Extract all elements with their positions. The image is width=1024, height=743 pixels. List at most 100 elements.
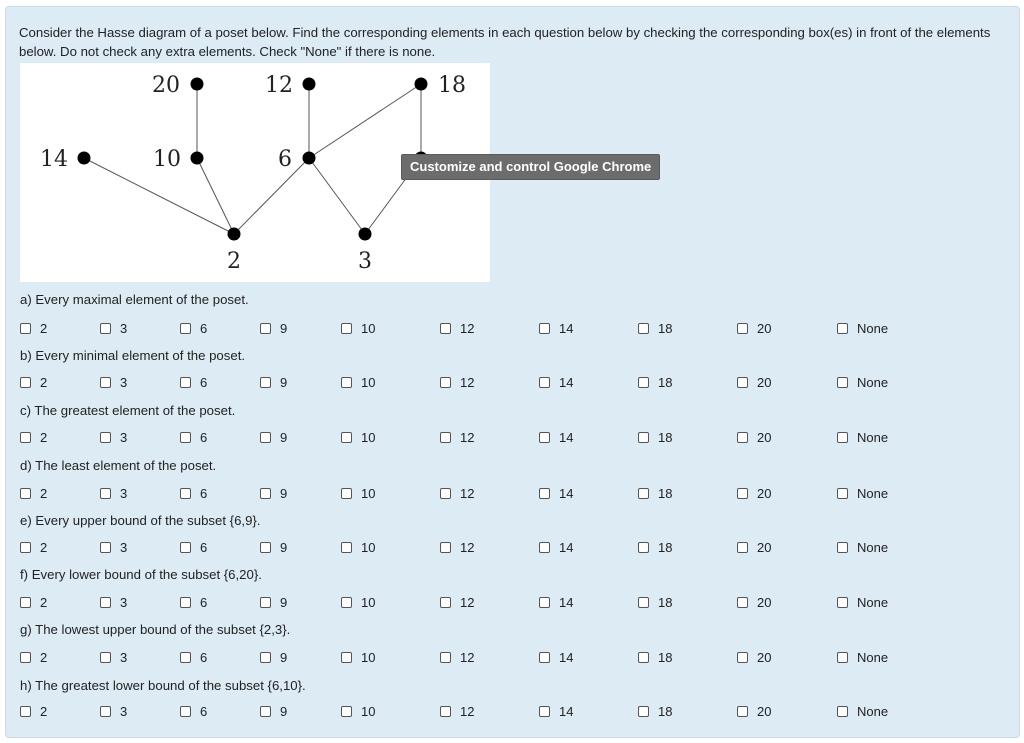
checkbox[interactable] xyxy=(539,651,550,663)
checkbox[interactable] xyxy=(20,596,31,608)
checkbox[interactable] xyxy=(20,705,31,717)
option-14[interactable]: 14 xyxy=(539,429,573,445)
option-18[interactable]: 18 xyxy=(638,374,672,390)
checkbox[interactable] xyxy=(341,322,352,334)
option-3[interactable]: 3 xyxy=(100,429,127,445)
option-2[interactable]: 2 xyxy=(20,539,47,555)
checkbox[interactable] xyxy=(539,431,550,443)
option-10[interactable]: 10 xyxy=(341,485,375,501)
option-14[interactable]: 14 xyxy=(539,320,573,336)
option-20[interactable]: 20 xyxy=(737,649,771,665)
checkbox[interactable] xyxy=(260,541,271,553)
option-14[interactable]: 14 xyxy=(539,374,573,390)
checkbox[interactable] xyxy=(638,322,649,334)
option-20[interactable]: 20 xyxy=(737,485,771,501)
checkbox[interactable] xyxy=(539,376,550,388)
option-6[interactable]: 6 xyxy=(180,429,207,445)
checkbox[interactable] xyxy=(20,651,31,663)
checkbox[interactable] xyxy=(100,651,111,663)
checkbox[interactable] xyxy=(260,651,271,663)
checkbox[interactable] xyxy=(180,487,191,499)
checkbox[interactable] xyxy=(737,376,748,388)
option-18[interactable]: 18 xyxy=(638,703,672,719)
option-2[interactable]: 2 xyxy=(20,594,47,610)
checkbox[interactable] xyxy=(260,596,271,608)
option-none[interactable]: None xyxy=(837,485,888,501)
option-12[interactable]: 12 xyxy=(440,485,474,501)
option-2[interactable]: 2 xyxy=(20,429,47,445)
option-18[interactable]: 18 xyxy=(638,485,672,501)
option-3[interactable]: 3 xyxy=(100,485,127,501)
option-6[interactable]: 6 xyxy=(180,320,207,336)
checkbox[interactable] xyxy=(837,596,848,608)
option-10[interactable]: 10 xyxy=(341,429,375,445)
option-9[interactable]: 9 xyxy=(260,539,287,555)
checkbox[interactable] xyxy=(100,376,111,388)
option-10[interactable]: 10 xyxy=(341,594,375,610)
option-2[interactable]: 2 xyxy=(20,649,47,665)
checkbox[interactable] xyxy=(341,487,352,499)
option-9[interactable]: 9 xyxy=(260,374,287,390)
option-3[interactable]: 3 xyxy=(100,374,127,390)
option-18[interactable]: 18 xyxy=(638,320,672,336)
checkbox[interactable] xyxy=(737,705,748,717)
option-14[interactable]: 14 xyxy=(539,485,573,501)
checkbox[interactable] xyxy=(539,705,550,717)
checkbox[interactable] xyxy=(341,376,352,388)
checkbox[interactable] xyxy=(837,322,848,334)
checkbox[interactable] xyxy=(100,596,111,608)
option-9[interactable]: 9 xyxy=(260,703,287,719)
checkbox[interactable] xyxy=(260,431,271,443)
option-10[interactable]: 10 xyxy=(341,374,375,390)
option-10[interactable]: 10 xyxy=(341,703,375,719)
option-20[interactable]: 20 xyxy=(737,539,771,555)
option-18[interactable]: 18 xyxy=(638,594,672,610)
option-20[interactable]: 20 xyxy=(737,429,771,445)
checkbox[interactable] xyxy=(638,431,649,443)
option-20[interactable]: 20 xyxy=(737,594,771,610)
option-10[interactable]: 10 xyxy=(341,539,375,555)
checkbox[interactable] xyxy=(440,541,451,553)
checkbox[interactable] xyxy=(737,431,748,443)
option-3[interactable]: 3 xyxy=(100,539,127,555)
checkbox[interactable] xyxy=(440,705,451,717)
checkbox[interactable] xyxy=(20,487,31,499)
option-14[interactable]: 14 xyxy=(539,649,573,665)
option-6[interactable]: 6 xyxy=(180,485,207,501)
checkbox[interactable] xyxy=(100,541,111,553)
checkbox[interactable] xyxy=(737,651,748,663)
checkbox[interactable] xyxy=(20,431,31,443)
checkbox[interactable] xyxy=(638,376,649,388)
checkbox[interactable] xyxy=(20,322,31,334)
option-10[interactable]: 10 xyxy=(341,649,375,665)
checkbox[interactable] xyxy=(180,596,191,608)
checkbox[interactable] xyxy=(260,487,271,499)
checkbox[interactable] xyxy=(180,376,191,388)
checkbox[interactable] xyxy=(100,431,111,443)
option-6[interactable]: 6 xyxy=(180,374,207,390)
checkbox[interactable] xyxy=(440,651,451,663)
option-2[interactable]: 2 xyxy=(20,485,47,501)
checkbox[interactable] xyxy=(20,376,31,388)
option-12[interactable]: 12 xyxy=(440,594,474,610)
checkbox[interactable] xyxy=(837,487,848,499)
option-18[interactable]: 18 xyxy=(638,429,672,445)
option-none[interactable]: None xyxy=(837,374,888,390)
option-14[interactable]: 14 xyxy=(539,594,573,610)
checkbox[interactable] xyxy=(180,705,191,717)
option-9[interactable]: 9 xyxy=(260,429,287,445)
option-9[interactable]: 9 xyxy=(260,485,287,501)
checkbox[interactable] xyxy=(837,431,848,443)
checkbox[interactable] xyxy=(100,322,111,334)
checkbox[interactable] xyxy=(638,651,649,663)
checkbox[interactable] xyxy=(737,487,748,499)
checkbox[interactable] xyxy=(737,541,748,553)
option-3[interactable]: 3 xyxy=(100,703,127,719)
option-18[interactable]: 18 xyxy=(638,539,672,555)
checkbox[interactable] xyxy=(100,705,111,717)
checkbox[interactable] xyxy=(440,431,451,443)
option-none[interactable]: None xyxy=(837,649,888,665)
option-none[interactable]: None xyxy=(837,429,888,445)
checkbox[interactable] xyxy=(837,705,848,717)
checkbox[interactable] xyxy=(341,651,352,663)
